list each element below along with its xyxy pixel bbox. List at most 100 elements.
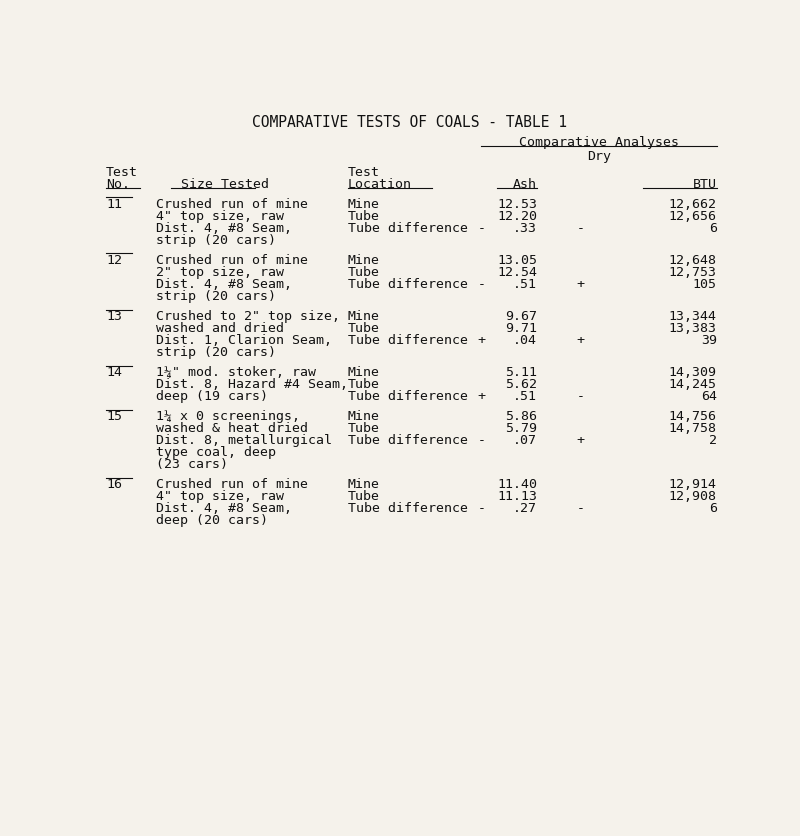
Text: washed & heat dried: washed & heat dried (156, 421, 308, 435)
Text: Tube difference: Tube difference (348, 334, 468, 346)
Text: COMPARATIVE TESTS OF COALS - TABLE 1: COMPARATIVE TESTS OF COALS - TABLE 1 (253, 115, 567, 130)
Text: -: - (478, 433, 486, 446)
Text: Dry: Dry (587, 150, 611, 163)
Text: .51: .51 (513, 390, 537, 402)
Text: Crushed to 2" top size,: Crushed to 2" top size, (156, 309, 340, 323)
Text: .04: .04 (513, 334, 537, 346)
Text: Location: Location (348, 178, 412, 191)
Text: Test: Test (348, 166, 380, 179)
Text: -: - (478, 502, 486, 514)
Text: 9.71: 9.71 (505, 321, 537, 334)
Text: 11: 11 (106, 197, 122, 211)
Text: 12: 12 (106, 253, 122, 267)
Text: 13: 13 (106, 309, 122, 323)
Text: 11.13: 11.13 (497, 489, 537, 502)
Text: 5.11: 5.11 (505, 365, 537, 379)
Text: 2" top size, raw: 2" top size, raw (156, 266, 284, 278)
Text: 39: 39 (701, 334, 717, 346)
Text: (23 cars): (23 cars) (156, 457, 228, 470)
Text: -: - (577, 222, 585, 234)
Text: .33: .33 (513, 222, 537, 234)
Text: 12.54: 12.54 (497, 266, 537, 278)
Text: 9.67: 9.67 (505, 309, 537, 323)
Text: Tube difference: Tube difference (348, 390, 468, 402)
Text: 14,756: 14,756 (669, 410, 717, 423)
Text: Mine: Mine (348, 365, 380, 379)
Text: 1¼ x 0 screenings,: 1¼ x 0 screenings, (156, 410, 300, 423)
Text: 64: 64 (701, 390, 717, 402)
Text: deep (19 cars): deep (19 cars) (156, 390, 268, 402)
Text: 16: 16 (106, 477, 122, 491)
Text: Crushed run of mine: Crushed run of mine (156, 477, 308, 491)
Text: Tube: Tube (348, 489, 380, 502)
Text: 13.05: 13.05 (497, 253, 537, 267)
Text: Dist. 4, #8 Seam,: Dist. 4, #8 Seam, (156, 502, 292, 514)
Text: 105: 105 (693, 278, 717, 290)
Text: -: - (577, 390, 585, 402)
Text: 12,662: 12,662 (669, 197, 717, 211)
Text: 12,648: 12,648 (669, 253, 717, 267)
Text: Tube: Tube (348, 321, 380, 334)
Text: Ash: Ash (513, 178, 537, 191)
Text: Mine: Mine (348, 410, 380, 423)
Text: Tube difference: Tube difference (348, 278, 468, 290)
Text: Tube: Tube (348, 210, 380, 222)
Text: 12,908: 12,908 (669, 489, 717, 502)
Text: +: + (478, 334, 486, 346)
Text: Dist. 8, Hazard #4 Seam,: Dist. 8, Hazard #4 Seam, (156, 377, 348, 390)
Text: 13,344: 13,344 (669, 309, 717, 323)
Text: 6: 6 (709, 502, 717, 514)
Text: 14,309: 14,309 (669, 365, 717, 379)
Text: 15: 15 (106, 410, 122, 423)
Text: +: + (577, 433, 585, 446)
Text: Tube: Tube (348, 421, 380, 435)
Text: Mine: Mine (348, 309, 380, 323)
Text: Crushed run of mine: Crushed run of mine (156, 197, 308, 211)
Text: strip (20 cars): strip (20 cars) (156, 233, 276, 247)
Text: Comparative Analyses: Comparative Analyses (519, 135, 679, 149)
Text: Tube: Tube (348, 377, 380, 390)
Text: +: + (478, 390, 486, 402)
Text: +: + (577, 278, 585, 290)
Text: washed and dried: washed and dried (156, 321, 284, 334)
Text: 5.79: 5.79 (505, 421, 537, 435)
Text: Test: Test (106, 166, 138, 179)
Text: Tube difference: Tube difference (348, 502, 468, 514)
Text: Tube difference: Tube difference (348, 222, 468, 234)
Text: No.: No. (106, 178, 130, 191)
Text: 4" top size, raw: 4" top size, raw (156, 489, 284, 502)
Text: 14,245: 14,245 (669, 377, 717, 390)
Text: +: + (577, 334, 585, 346)
Text: 4" top size, raw: 4" top size, raw (156, 210, 284, 222)
Text: -: - (577, 502, 585, 514)
Text: 5.62: 5.62 (505, 377, 537, 390)
Text: type coal, deep: type coal, deep (156, 446, 276, 458)
Text: deep (20 cars): deep (20 cars) (156, 513, 268, 526)
Text: -: - (478, 278, 486, 290)
Text: 12,656: 12,656 (669, 210, 717, 222)
Text: Dist. 4, #8 Seam,: Dist. 4, #8 Seam, (156, 222, 292, 234)
Text: 14,758: 14,758 (669, 421, 717, 435)
Text: strip (20 cars): strip (20 cars) (156, 289, 276, 303)
Text: Tube difference: Tube difference (348, 433, 468, 446)
Text: 14: 14 (106, 365, 122, 379)
Text: 12.20: 12.20 (497, 210, 537, 222)
Text: Dist. 8, metallurgical: Dist. 8, metallurgical (156, 433, 332, 446)
Text: 6: 6 (709, 222, 717, 234)
Text: -: - (478, 222, 486, 234)
Text: Crushed run of mine: Crushed run of mine (156, 253, 308, 267)
Text: Tube: Tube (348, 266, 380, 278)
Text: 5.86: 5.86 (505, 410, 537, 423)
Text: 12,753: 12,753 (669, 266, 717, 278)
Text: 1¼" mod. stoker, raw: 1¼" mod. stoker, raw (156, 365, 316, 379)
Text: strip (20 cars): strip (20 cars) (156, 345, 276, 359)
Text: Dist. 4, #8 Seam,: Dist. 4, #8 Seam, (156, 278, 292, 290)
Text: Mine: Mine (348, 477, 380, 491)
Text: .07: .07 (513, 433, 537, 446)
Text: Mine: Mine (348, 197, 380, 211)
Text: Size Tested: Size Tested (181, 178, 269, 191)
Text: .27: .27 (513, 502, 537, 514)
Text: .51: .51 (513, 278, 537, 290)
Text: 2: 2 (709, 433, 717, 446)
Text: BTU: BTU (693, 178, 717, 191)
